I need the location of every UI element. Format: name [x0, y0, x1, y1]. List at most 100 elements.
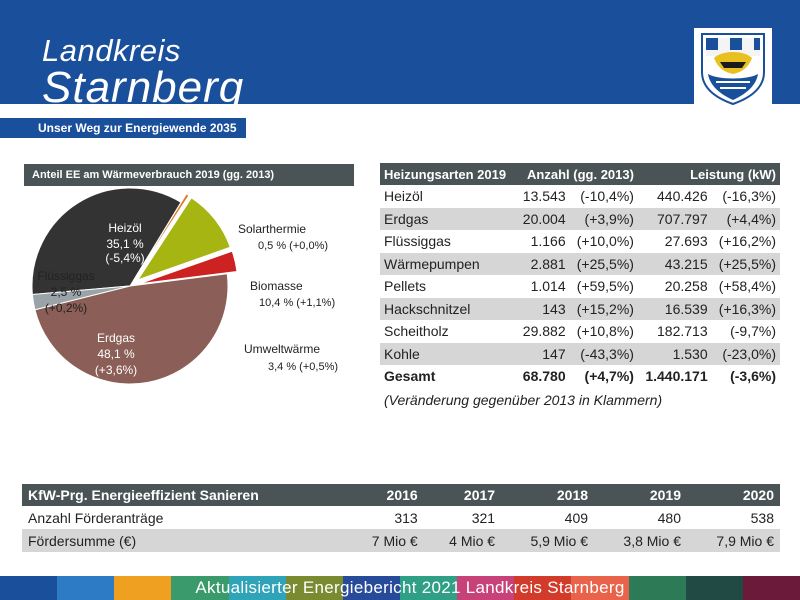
kfw-value: 480 [657, 509, 681, 526]
tagline: Unser Weg zur Energiewende 2035 [0, 118, 246, 138]
table-row: Wärmepumpen 2.881 (+25,5%) 43.215 (+25,5… [380, 252, 780, 275]
pie-slice-umweltwrme [139, 250, 238, 285]
heating-count-change: (+15,2%) [569, 297, 638, 320]
heating-count-change: (-10,4%) [580, 188, 634, 205]
kfw-title: KfW-Prg. Energieeffizient Sanieren [22, 484, 347, 506]
heating-power: 27.693 [664, 233, 708, 250]
label-erdgas-change: (+3,6%) [95, 363, 137, 377]
label-solar-value: 0,5 % (+0,0%) [258, 240, 328, 252]
footer-color-segment [742, 576, 800, 600]
pie-chart: Heizöl 35,1 % (-5,4%) Solarthermie 0,5 %… [31, 187, 338, 385]
heating-count-change: (+3,9%) [569, 207, 638, 230]
label-fluessig-name: Flüssiggas [37, 269, 94, 283]
label-fluessig-change: (+0,2%) [45, 301, 87, 315]
heating-count-change: (+10,8%) [576, 323, 634, 340]
pie-slice-biomasse [136, 197, 231, 281]
header-banner [0, 0, 800, 104]
footer-text: Aktualisierter Energiebericht 2021 Landk… [195, 578, 625, 597]
table-row: Anzahl Förderanträge 313 321 409 480 538 [22, 506, 780, 529]
table-row: Scheitholz 29.882 (+10,8%) 182.713 (-9,7… [380, 320, 780, 343]
heating-power-change: (+16,3%) [711, 297, 780, 320]
footer-color-segment [114, 576, 172, 600]
heating-count-change: (+25,5%) [569, 252, 638, 275]
heating-count: 143 [516, 297, 570, 320]
label-heizoel-name: Heizöl [108, 221, 141, 235]
table-row: Fördersumme (€) 7 Mio € 4 Mio € 5,9 Mio … [22, 529, 780, 552]
brand-line-2: Starnberg [42, 63, 245, 112]
heating-count: 1.014 [530, 278, 566, 295]
heating-count: 1.166 [530, 233, 566, 250]
footer-color-segment [171, 576, 230, 600]
footer-color-segment [457, 576, 515, 600]
table-note: (Veränderung gegenüber 2013 in Klammern) [384, 392, 663, 408]
heating-total-count: 68.780 [522, 368, 566, 385]
kfw-year: 2018 [501, 484, 595, 506]
kfw-row-label: Fördersumme (€) [22, 529, 347, 552]
table-row: Flüssiggas 1.166 (+10,0%) 27.693 (+16,2%… [380, 230, 780, 253]
coat-of-arms-icon [694, 28, 772, 106]
heating-power-change: (+25,5%) [711, 252, 780, 275]
pie-slice-erdgas [34, 273, 229, 385]
footer-color-segment [57, 576, 115, 600]
kfw-value: 538 [750, 509, 774, 526]
footer-bar: Aktualisierter Energiebericht 2021 Landk… [0, 576, 800, 600]
heating-type: Pellets [384, 278, 427, 295]
heating-total-power-change: (-3,6%) [730, 368, 776, 385]
heating-count-change: (+59,5%) [576, 278, 634, 295]
label-erdgas-value: 48,1 % [97, 347, 135, 361]
kfw-year: 2017 [423, 484, 502, 506]
heating-type: Hackschnitzel [380, 297, 517, 320]
kfw-value: 313 [394, 509, 418, 526]
heating-power: 1.530 [637, 342, 712, 365]
kfw-value: 3,8 Mio € [594, 529, 687, 552]
kfw-value: 409 [564, 509, 589, 526]
footer-color-segment [685, 576, 744, 600]
heating-type: Kohle [380, 342, 517, 365]
footer-color-segment [342, 576, 401, 600]
table-row-total: Gesamt 68.780 (+4,7%) 1.440.171 (-3,6%) [380, 365, 780, 388]
heating-type: Flüssiggas [384, 233, 451, 250]
kfw-header-row: KfW-Prg. Energieeffizient Sanieren 2016 … [22, 484, 780, 506]
kfw-value: 4 Mio € [423, 529, 502, 552]
pie-chart-title: Anteil EE am Wärmeverbrauch 2019 (gg. 20… [24, 164, 354, 186]
heating-header-power: Leistung (kW) [637, 163, 780, 185]
heating-total-label: Gesamt [384, 368, 436, 385]
kfw-value: 5,9 Mio € [501, 529, 595, 552]
heating-power-change: (+16,2%) [718, 233, 776, 250]
heating-type: Scheitholz [384, 323, 449, 340]
heating-power: 43.215 [637, 252, 712, 275]
pie-slice-solarthermie [134, 193, 190, 278]
heating-power: 440.426 [657, 188, 708, 205]
pie-slice-heizl [31, 187, 182, 296]
footer-color-segment [0, 576, 58, 600]
pie-slice-flssiggas [31, 285, 131, 311]
heating-count-change: (-43,3%) [569, 342, 638, 365]
footer-color-segment [400, 576, 458, 600]
footer-color-segment [285, 576, 344, 600]
heating-count: 147 [516, 342, 570, 365]
heating-power-change: (-9,7%) [730, 323, 776, 340]
footer-color-segment [571, 576, 630, 600]
heating-types-table: Heizungsarten 2019 Anzahl (gg. 2013) Lei… [380, 163, 780, 388]
heating-total-power: 1.440.171 [645, 368, 708, 385]
label-solar-name: Solarthermie [238, 222, 306, 236]
label-fluessig-value: 2,5 % [51, 285, 82, 299]
heating-count: 20.004 [516, 207, 570, 230]
table-row: Kohle 147 (-43,3%) 1.530 (-23,0%) [380, 342, 780, 365]
heating-type: Heizöl [384, 188, 423, 205]
heating-power-change: (+58,4%) [718, 278, 776, 295]
table-row: Hackschnitzel 143 (+15,2%) 16.539 (+16,3… [380, 297, 780, 320]
kfw-value: 7,9 Mio € [687, 529, 780, 552]
heating-power: 20.258 [664, 278, 708, 295]
heating-total-count-change: (+4,7%) [584, 368, 634, 385]
footer-color-segment [228, 576, 287, 600]
heating-count: 13.543 [522, 188, 566, 205]
label-biomasse-value: 10,4 % (+1,1%) [259, 297, 335, 309]
label-biomasse-name: Biomasse [250, 279, 303, 293]
heating-count: 29.882 [522, 323, 566, 340]
table-row: Erdgas 20.004 (+3,9%) 707.797 (+4,4%) [380, 207, 780, 230]
heating-power-change: (-16,3%) [722, 188, 776, 205]
heating-power: 707.797 [637, 207, 712, 230]
heating-count-change: (+10,0%) [576, 233, 634, 250]
footer-color-segment [514, 576, 572, 600]
